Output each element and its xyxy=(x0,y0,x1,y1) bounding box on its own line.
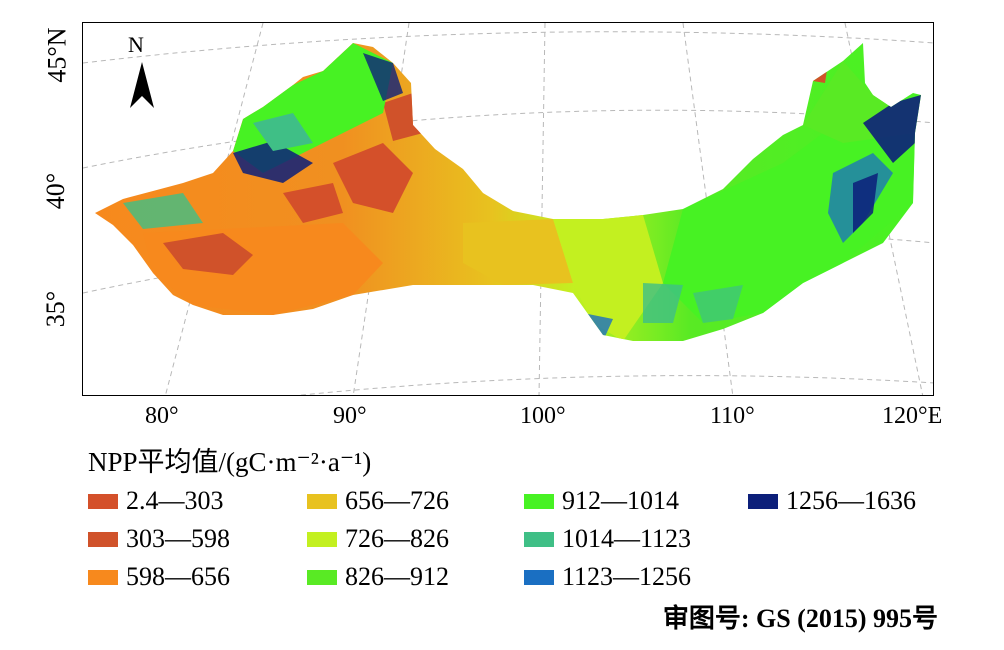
north-label: N xyxy=(128,32,144,57)
legend-item: 826—912 xyxy=(307,562,449,591)
map-approval-number: 审图号: GS (2015) 995号 xyxy=(662,604,938,633)
legend-item: 1256—1636 xyxy=(748,486,916,515)
longitude-label-80: 80° xyxy=(145,403,179,429)
legend-label: 726—826 xyxy=(345,524,449,553)
legend-item: 2.4—303 xyxy=(88,486,224,515)
legend-swatch xyxy=(524,493,554,509)
latitude-label-35: 35° xyxy=(41,290,71,328)
map-canvas xyxy=(83,23,933,395)
legend-label: 912—1014 xyxy=(562,486,679,515)
legend-swatch xyxy=(307,493,337,509)
longitude-label-110: 110° xyxy=(710,403,755,429)
legend-item: 1123—1256 xyxy=(524,562,692,591)
legend-item: 1014—1123 xyxy=(524,524,692,553)
legend-swatch xyxy=(88,569,118,585)
legend-item: 656—726 xyxy=(307,486,449,515)
legend-item: 598—656 xyxy=(88,562,230,591)
legend-label: 656—726 xyxy=(345,486,449,515)
latitude-label-40: 40° xyxy=(41,172,71,210)
legend-swatch xyxy=(88,531,118,547)
legend-swatch xyxy=(307,531,337,547)
north-arrow-icon xyxy=(130,62,154,108)
longitude-label-120: 120°E xyxy=(882,403,943,429)
legend-item: 726—826 xyxy=(307,524,449,553)
legend-title: NPP平均值/(gC·m⁻²·a⁻¹) xyxy=(88,447,372,477)
legend-item: 912—1014 xyxy=(524,486,679,515)
legend-label: 826—912 xyxy=(345,562,449,591)
legend-label: 598—656 xyxy=(126,562,230,591)
legend-swatch xyxy=(88,493,118,509)
longitude-label-100: 100° xyxy=(520,403,566,429)
legend-label: 1014—1123 xyxy=(562,524,692,553)
legend-swatch xyxy=(748,493,778,509)
legend-label: 1123—1256 xyxy=(562,562,692,591)
legend-swatch xyxy=(524,569,554,585)
legend-label: 1256—1636 xyxy=(786,486,916,515)
legend-swatch xyxy=(524,531,554,547)
legend-swatch xyxy=(307,569,337,585)
legend-label: 303—598 xyxy=(126,524,230,553)
legend-item: 303—598 xyxy=(88,524,230,553)
latitude-label-45: 45°N xyxy=(42,27,72,83)
longitude-label-90: 90° xyxy=(333,403,367,429)
npp-raster xyxy=(95,43,921,341)
map-frame xyxy=(82,22,934,396)
legend-label: 2.4—303 xyxy=(126,486,224,515)
